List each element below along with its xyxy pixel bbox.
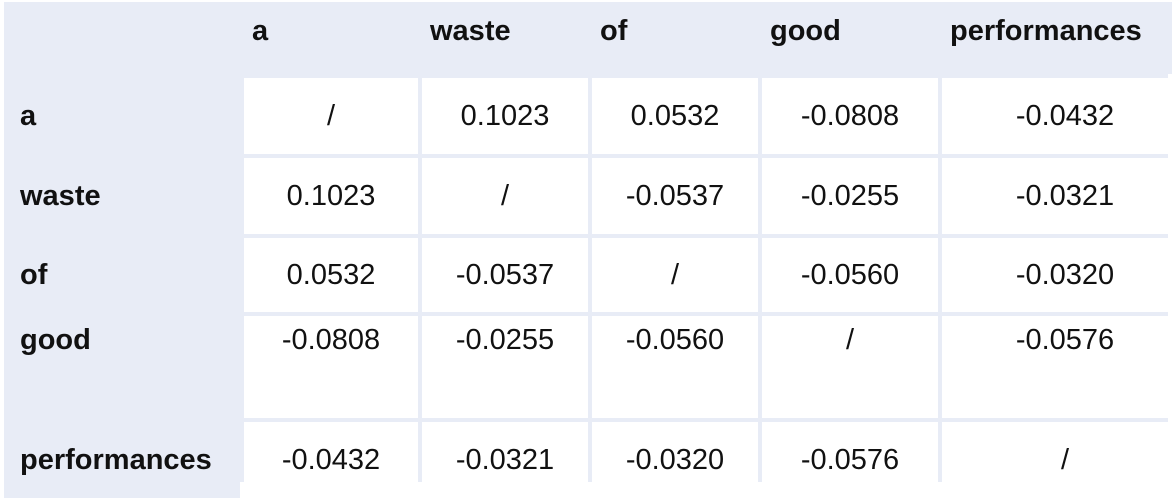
table-cell: -0.0808 (244, 316, 418, 418)
table-cell: / (762, 316, 938, 418)
row-header: of (4, 238, 240, 312)
table-cell: 0.0532 (244, 238, 418, 312)
table-cell: / (592, 238, 758, 312)
column-header: waste (422, 2, 588, 74)
table-cell: -0.0560 (592, 316, 758, 418)
table-cell: -0.0560 (762, 238, 938, 312)
row-header: waste (4, 158, 240, 234)
table-cell: -0.0320 (592, 422, 758, 498)
table-cell: 0.1023 (422, 78, 588, 154)
table-cell: 0.1023 (244, 158, 418, 234)
table-cell: -0.0537 (422, 238, 588, 312)
table-cell: -0.0808 (762, 78, 938, 154)
table-corner-cell (4, 2, 240, 74)
table-cell: / (942, 422, 1172, 498)
table-cell: -0.0255 (762, 158, 938, 234)
table-cell: 0.0532 (592, 78, 758, 154)
table-cell: -0.0321 (942, 158, 1172, 234)
column-header: performances (942, 2, 1172, 74)
table-cell: / (244, 78, 418, 154)
table-cell: -0.0321 (422, 422, 588, 498)
row-header: a (4, 78, 240, 154)
table-cell: -0.0320 (942, 238, 1172, 312)
table-cell: -0.0537 (592, 158, 758, 234)
row-header: good (4, 316, 240, 418)
column-header: a (244, 2, 418, 74)
table-cell: -0.0255 (422, 316, 588, 418)
column-header: of (592, 2, 758, 74)
table-cell: -0.0432 (244, 422, 418, 498)
column-header: good (762, 2, 938, 74)
correlation-matrix-table: a waste of good performances a / 0.1023 … (4, 2, 1172, 498)
table-cell: -0.0576 (942, 316, 1172, 418)
table-cell: -0.0432 (942, 78, 1172, 154)
table-cell: / (422, 158, 588, 234)
table-cell: -0.0576 (762, 422, 938, 498)
row-header: performances (4, 422, 240, 498)
